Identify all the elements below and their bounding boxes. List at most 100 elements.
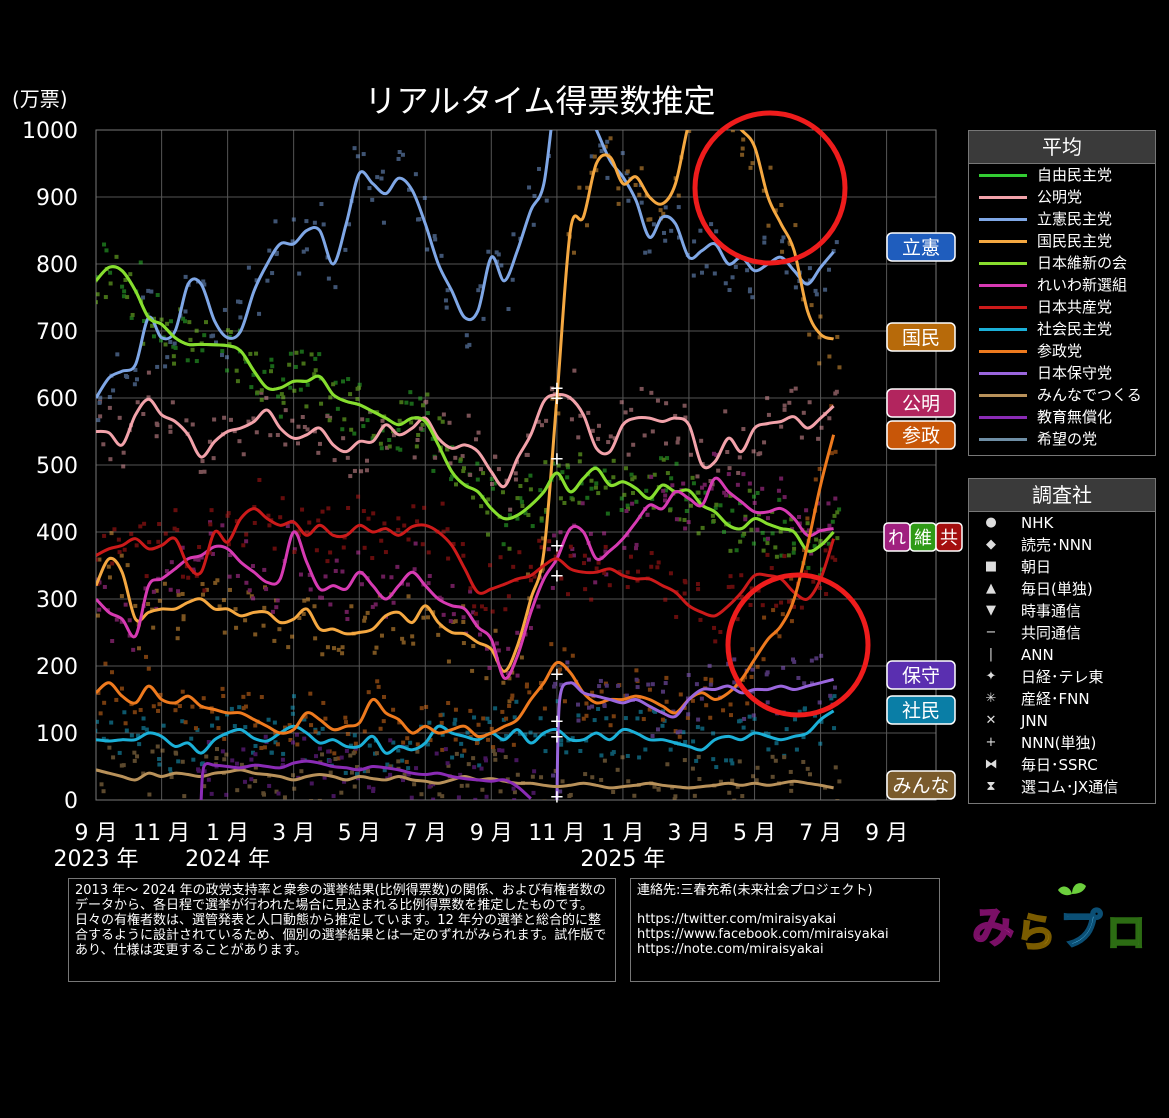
- poll-marker: [659, 456, 664, 461]
- poll-marker: [594, 168, 599, 173]
- poll-marker: [500, 709, 505, 714]
- poll-marker: [402, 772, 407, 777]
- poll-marker: [480, 787, 485, 792]
- poll-marker: [711, 451, 716, 456]
- poll-marker: [805, 516, 810, 521]
- poll-marker: [175, 636, 180, 641]
- series-line: [96, 768, 834, 790]
- poll-marker: [196, 557, 201, 562]
- poll-marker: [570, 546, 575, 551]
- x-tick-label: 9 月: [865, 821, 908, 846]
- contact-link-facebook[interactable]: https://www.facebook.com/miraisyakai: [637, 927, 889, 942]
- poll-marker: [611, 714, 616, 719]
- poll-marker: [222, 630, 227, 635]
- poll-marker: [391, 627, 396, 632]
- poll-marker: [685, 715, 690, 720]
- x-tick-label: 11 月: [528, 821, 585, 846]
- survey-marker-icon: ✳: [985, 691, 997, 706]
- contact-link-note[interactable]: https://note.com/miraisyakai: [637, 942, 824, 957]
- poll-marker: [391, 600, 396, 605]
- poll-marker: [623, 716, 628, 721]
- legend-label: ANN: [1021, 646, 1054, 664]
- poll-marker: [228, 329, 233, 334]
- poll-marker: [416, 432, 421, 437]
- poll-marker: [434, 751, 439, 756]
- poll-marker: [483, 756, 488, 761]
- poll-marker: [686, 520, 691, 525]
- poll-marker: [782, 403, 787, 408]
- poll-marker: [146, 395, 151, 400]
- legend-label: 立憲民主党: [1037, 210, 1113, 228]
- poll-marker: [138, 707, 143, 712]
- poll-marker: [749, 527, 754, 532]
- poll-marker: [333, 568, 338, 573]
- poll-marker: [807, 400, 812, 405]
- poll-marker: [421, 615, 426, 620]
- poll-marker: [611, 790, 616, 795]
- poll-marker: [750, 729, 755, 734]
- poll-marker: [101, 736, 106, 741]
- poll-marker: [293, 364, 298, 369]
- poll-marker: [340, 645, 345, 650]
- poll-marker: [380, 418, 385, 423]
- poll-marker: [425, 615, 430, 620]
- poll-marker: [200, 459, 205, 464]
- poll-marker: [721, 708, 726, 713]
- poll-marker: [339, 755, 344, 760]
- poll-marker: [552, 533, 557, 538]
- poll-marker: [639, 386, 644, 391]
- poll-marker: [168, 767, 173, 772]
- poll-marker: [532, 769, 537, 774]
- poll-marker: [781, 665, 786, 670]
- poll-marker: [249, 385, 254, 390]
- poll-marker: [183, 720, 188, 725]
- poll-marker: [104, 248, 109, 253]
- poll-marker: [136, 733, 141, 738]
- poll-marker: [559, 576, 564, 581]
- poll-marker: [478, 632, 483, 637]
- poll-marker: [202, 784, 207, 789]
- poll-marker: [592, 718, 597, 723]
- poll-marker: [483, 606, 488, 611]
- poll-marker: [450, 755, 455, 760]
- poll-marker: [344, 748, 349, 753]
- poll-marker: [678, 692, 683, 697]
- poll-marker: [336, 756, 341, 761]
- poll-marker: [773, 545, 778, 550]
- poll-marker: [107, 405, 112, 410]
- poll-marker: [478, 284, 483, 289]
- poll-marker: [505, 777, 510, 782]
- poll-marker: [468, 708, 473, 713]
- poll-marker: [459, 741, 464, 746]
- series-tag-label: 社民: [902, 700, 940, 722]
- poll-marker: [655, 727, 660, 732]
- poll-marker: [396, 156, 401, 161]
- poll-marker: [96, 719, 99, 724]
- poll-marker: [385, 445, 390, 450]
- poll-marker: [572, 368, 577, 373]
- poll-marker: [807, 332, 812, 337]
- poll-marker: [696, 754, 701, 759]
- x-tick-label: 3 月: [667, 821, 710, 846]
- poll-marker: [301, 717, 306, 722]
- x-tick-label: 7 月: [404, 821, 447, 846]
- poll-marker: [406, 772, 411, 777]
- poll-marker: [370, 556, 375, 561]
- poll-marker: [389, 575, 394, 580]
- poll-marker: [98, 711, 103, 716]
- poll-marker: [804, 508, 809, 513]
- poll-marker: [149, 289, 154, 294]
- poll-marker: [370, 604, 375, 609]
- poll-marker: [773, 208, 778, 213]
- x-tick-label: 11 月: [133, 821, 190, 846]
- poll-marker: [660, 717, 665, 722]
- poll-marker: [165, 355, 170, 360]
- poll-marker: [811, 579, 816, 584]
- poll-marker: [266, 717, 271, 722]
- poll-marker: [453, 455, 458, 460]
- contact-link-twitter[interactable]: https://twitter.com/miraisyakai: [637, 912, 837, 927]
- poll-marker: [247, 588, 252, 593]
- poll-marker: [740, 152, 745, 157]
- poll-marker: [325, 559, 330, 564]
- poll-marker: [578, 413, 583, 418]
